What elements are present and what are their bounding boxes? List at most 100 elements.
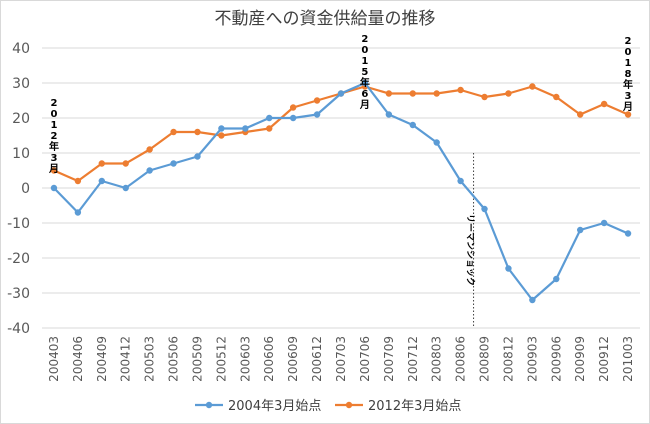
x-tick-label: 200612 <box>310 336 324 382</box>
series-layer <box>50 79 632 304</box>
data-point <box>266 114 273 122</box>
x-tick-label: 200512 <box>214 336 228 382</box>
legend-item: 2004年3月始点 <box>195 399 321 414</box>
legend-label: 2012年3月始点 <box>368 399 461 414</box>
y-tick-label: 10 <box>12 146 30 162</box>
x-tick-label: 200903 <box>525 336 539 382</box>
annotation-char: 年 <box>623 78 633 91</box>
data-point <box>146 167 153 174</box>
data-point <box>481 205 488 213</box>
annotation-char: 2 <box>50 98 57 109</box>
x-tick-label: 200709 <box>382 336 396 382</box>
y-tick-label: 30 <box>12 76 30 92</box>
x-tick-label: 200603 <box>238 336 252 382</box>
y-tick-label: -10 <box>7 216 30 232</box>
data-point <box>50 167 58 174</box>
x-tick-label: 200412 <box>119 336 133 382</box>
x-tick-label: 200712 <box>406 336 420 382</box>
data-point <box>361 79 369 87</box>
legend-swatch-marker <box>345 401 353 409</box>
x-tick-label: 200609 <box>286 336 300 382</box>
data-point <box>218 125 225 132</box>
y-tick-label: -40 <box>7 321 30 337</box>
data-point <box>50 184 58 192</box>
data-point <box>624 230 632 237</box>
data-point <box>481 93 488 101</box>
data-point <box>457 86 464 94</box>
x-tick-label: 200503 <box>143 336 157 382</box>
x-tick-label: 200406 <box>71 336 85 382</box>
legend-swatch-marker <box>205 401 213 409</box>
data-point <box>577 226 584 234</box>
x-tick-label: 200809 <box>478 336 492 382</box>
data-point <box>170 128 177 136</box>
chart-title: 不動産への資金供給量の推移 <box>215 9 436 29</box>
data-point <box>409 90 416 97</box>
annotation-char: 1 <box>50 120 57 131</box>
x-axis-ticks: 200403 200406 200409 200412 200503 200506 2005… <box>47 336 635 382</box>
data-point <box>313 111 321 118</box>
data-point <box>313 97 321 104</box>
data-point <box>242 125 249 132</box>
data-point <box>433 90 440 97</box>
y-tick-label: 0 <box>21 181 30 197</box>
data-point <box>289 114 297 122</box>
annotation-char: 0 <box>625 47 632 58</box>
x-tick-label: 200509 <box>190 336 204 382</box>
annotation-label: 2012年3月 <box>48 98 59 175</box>
lehman-shock-label: リーマンショック <box>465 214 476 286</box>
data-point <box>577 111 584 118</box>
y-tick-label: -20 <box>7 251 30 267</box>
x-tick-label: 200806 <box>454 336 468 382</box>
x-tick-label: 200906 <box>549 336 563 382</box>
annotation-char: 0 <box>361 45 368 56</box>
annotation-char: 月 <box>359 99 370 111</box>
series-1 <box>50 79 632 304</box>
data-point <box>194 128 201 136</box>
data-point <box>529 296 536 304</box>
annotation-char: 1 <box>361 56 368 67</box>
data-point <box>457 177 464 185</box>
y-tick-label: 20 <box>12 111 30 127</box>
y-tick-label: 40 <box>12 41 30 57</box>
x-tick-label: 200803 <box>430 336 444 382</box>
annotation-char: 年 <box>360 76 370 89</box>
data-point <box>146 146 153 153</box>
annotation-char: 0 <box>50 109 57 120</box>
annotation-char: 年 <box>49 140 59 153</box>
annotation-char: 3 <box>625 91 632 102</box>
data-point <box>289 104 297 111</box>
data-point <box>98 177 106 185</box>
x-tick-label: 200812 <box>501 336 515 382</box>
data-point <box>266 125 273 132</box>
data-point <box>122 160 129 167</box>
data-point <box>170 160 177 167</box>
data-point <box>600 219 608 227</box>
annotation-char: 月 <box>622 101 633 113</box>
annotation-char: 月 <box>48 163 59 175</box>
data-point <box>624 111 632 118</box>
annotation-char: 2 <box>50 131 57 142</box>
data-point <box>218 132 225 139</box>
annotation-char: 6 <box>361 89 368 100</box>
data-point <box>529 83 536 90</box>
data-point <box>553 275 560 283</box>
data-point <box>385 111 393 118</box>
x-tick-label: 200703 <box>334 336 348 382</box>
data-point <box>194 153 201 160</box>
x-tick-label: 200909 <box>573 336 587 382</box>
data-point <box>385 90 393 97</box>
data-point <box>505 265 512 272</box>
annotation-char: 2 <box>625 36 632 47</box>
data-point <box>600 100 608 108</box>
data-point <box>74 209 82 216</box>
y-axis-ticks: 40 30 20 10 0 -10 -20 -30 -40 <box>7 41 30 337</box>
x-tick-label: 200606 <box>262 336 276 382</box>
annotation-char: 3 <box>50 153 57 164</box>
data-point <box>433 139 440 146</box>
gridlines <box>42 47 640 329</box>
